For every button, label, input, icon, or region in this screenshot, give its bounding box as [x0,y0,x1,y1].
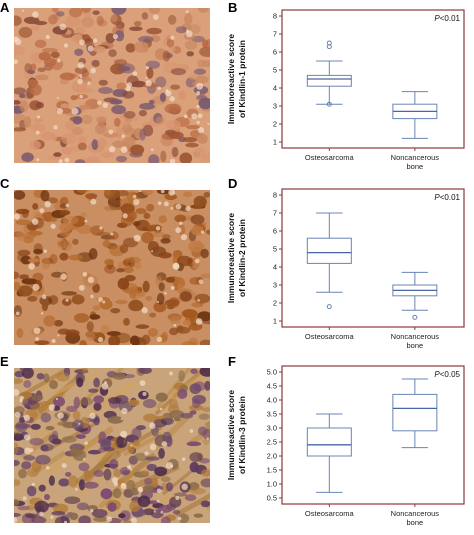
outlier-point [326,40,332,46]
y-tick-label: 7 [273,30,277,39]
p-value-rest: <0.01 [440,193,461,202]
y-tick-label: 0.5 [267,494,277,503]
outlier-point [412,314,418,320]
y-tick-label: 3.0 [267,424,277,433]
y-tick-label: 8 [273,191,277,200]
box-osteosarcoma [306,212,352,310]
y-axis-label-line1: Immunoreactive score [226,390,236,481]
box-iqr [306,74,352,87]
plot-frame [281,365,465,505]
x-category-label: Osteosarcoma [305,153,355,162]
y-tick-label: 4 [273,84,277,93]
boxplot-f-svg: Immunoreactive score of Kindlin-3 protein… [226,365,465,527]
box-iqr [392,393,438,432]
p-value-label: P<0.01 [434,193,460,202]
y-tick-label: 1.0 [267,480,277,489]
y-axis-label-line2: of Kindlin-3 protein [237,396,247,474]
boxplot-f: Immunoreactive score of Kindlin-3 protein… [226,360,470,535]
x-category-label-line2: bone [407,162,424,171]
y-tick-label: 6 [273,48,277,57]
y-tick-label: 2 [273,120,277,129]
p-value-prefix: P [434,370,440,379]
y-tick-label: 5 [273,245,277,254]
y-tick-label: 1.5 [267,466,277,475]
y-tick-label: 3 [273,281,277,290]
micrograph-a [14,8,210,163]
box-noncancerous-bone [392,91,438,139]
panel-letter-c: C [0,176,10,191]
x-category-label: Noncancerous [391,332,440,341]
box-iqr [306,237,352,264]
y-axis-label-line1: Immunoreactive score [226,213,236,304]
y-axis-label-line2: of Kindlin-2 protein [237,219,247,297]
micrograph-e [14,368,210,523]
p-value-prefix: P [434,193,440,202]
y-tick-label: 5.0 [267,368,277,377]
y-tick-label: 1 [273,317,277,326]
panel-letter-f: F [228,354,236,369]
p-value-rest: <0.01 [440,14,461,23]
y-tick-label: 4.0 [267,396,277,405]
y-tick-label: 7 [273,209,277,218]
y-tick-label: 2.0 [267,452,277,461]
x-category-label-line2: bone [407,518,424,527]
y-tick-label: 1 [273,138,277,147]
box-noncancerous-bone [392,271,438,320]
y-tick-label: 6 [273,227,277,236]
box-osteosarcoma [306,413,352,493]
plot-frame [281,9,465,149]
x-category-label-line2: bone [407,341,424,350]
plot-frame [281,188,465,328]
x-category-label: Noncancerous [391,509,440,518]
boxplot-b: Immunoreactive score of Kindlin-1 protein… [226,4,470,179]
p-value-label: P<0.05 [434,370,460,379]
box-osteosarcoma [306,40,352,107]
p-value-prefix: P [434,14,440,23]
box-noncancerous-bone [392,378,438,449]
y-tick-label: 4 [273,263,277,272]
y-tick-label: 8 [273,12,277,21]
boxplot-b-svg: Immunoreactive score of Kindlin-1 protein… [226,9,465,171]
y-tick-label: 2 [273,299,277,308]
box-iqr [306,427,352,457]
x-category-label: Noncancerous [391,153,440,162]
outlier-point [326,304,332,310]
y-tick-label: 5 [273,66,277,75]
p-value-label: P<0.01 [434,14,460,23]
panel-letter-a: A [0,0,10,15]
micrograph-c [14,190,210,345]
micrograph-e-image [14,368,210,523]
panel-letter-b: B [228,0,238,15]
y-axis-label-line1: Immunoreactive score [226,34,236,125]
boxplot-d-svg: Immunoreactive score of Kindlin-2 protein… [226,188,465,350]
y-tick-label: 3.5 [267,410,277,419]
y-tick-label: 4.5 [267,382,277,391]
micrograph-c-image [14,190,210,345]
y-tick-label: 3 [273,102,277,111]
boxplot-d: Immunoreactive score of Kindlin-2 protein… [226,183,470,358]
panel-letter-e: E [0,354,9,369]
micrograph-a-image [14,8,210,163]
outlier-point [326,101,332,107]
p-value-rest: <0.05 [440,370,461,379]
y-axis-label-line2: of Kindlin-1 protein [237,40,247,118]
panel-letter-d: D [228,176,238,191]
x-category-label: Osteosarcoma [305,332,355,341]
x-category-label: Osteosarcoma [305,509,355,518]
y-tick-label: 2.5 [267,438,277,447]
